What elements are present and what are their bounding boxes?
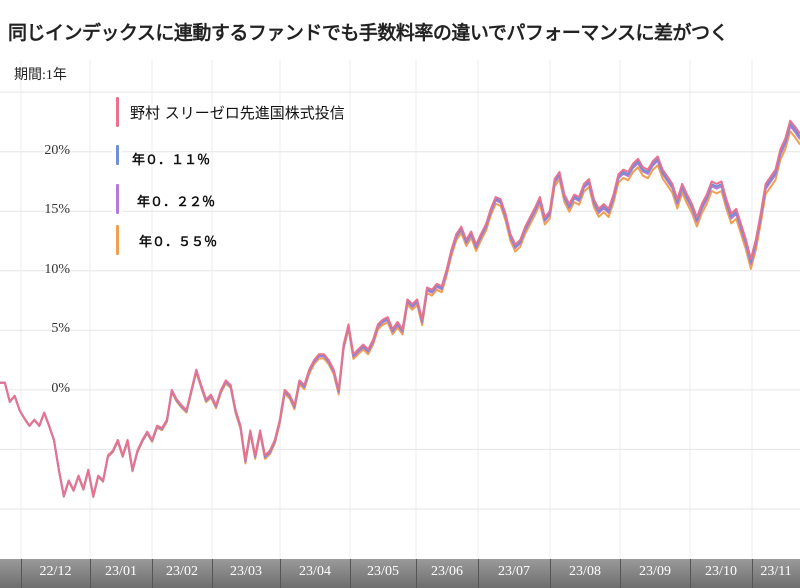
period-label: 期間:1年: [14, 68, 67, 83]
legend-swatch-orange: [116, 225, 119, 255]
x-axis-separator: [280, 559, 281, 588]
x-tick-label: 22/12: [39, 564, 72, 579]
x-axis-separator: [212, 559, 213, 588]
x-tick-label: 23/02: [166, 564, 198, 579]
x-tick-label: 23/09: [639, 564, 671, 579]
y-tick-label: 5%: [51, 321, 70, 337]
x-tick-label: 23/05: [367, 564, 399, 579]
x-tick-label: 23/01: [105, 564, 137, 579]
y-tick-label: 10%: [44, 261, 70, 277]
legend-label: 年０．１１％: [132, 153, 211, 168]
legend-swatch-pink: [116, 97, 119, 127]
series-line-0: [0, 119, 800, 497]
y-tick-label: 0%: [51, 380, 70, 396]
x-axis-separator: [620, 559, 621, 588]
legend-swatch-blue: [116, 145, 119, 165]
x-tick-label: 23/06: [431, 564, 463, 579]
legend-label: 野村 スリーゼロ先進国株式投信: [130, 104, 345, 122]
x-tick-label: 23/07: [498, 564, 530, 579]
chart-title: 同じインデックスに連動するファンドでも手数料率の違いでパフォーマンスに差がつく: [8, 22, 728, 44]
x-tick-label: 23/03: [230, 564, 262, 579]
x-axis-separator: [152, 559, 153, 588]
x-axis-separator: [350, 559, 351, 588]
legend: 野村 スリーゼロ先進国株式投信 年０．１１％ 年０．２２％ 年０．５５％: [112, 94, 345, 255]
x-axis-separator: [21, 559, 22, 588]
x-tick-label: 23/11: [760, 564, 792, 579]
legend-label: 年０．５５％: [139, 235, 218, 250]
x-axis-separator: [752, 559, 753, 588]
x-axis-bar: 22/12 23/01 23/02 23/03 23/04 23/05 23/06 23/07…: [0, 559, 800, 588]
x-axis-separator: [690, 559, 691, 588]
x-axis-separator: [416, 559, 417, 588]
legend-label: 年０．２２％: [137, 195, 216, 210]
x-tick-label: 23/04: [299, 564, 331, 579]
x-axis-separator: [550, 559, 551, 588]
legend-swatch-purple: [116, 184, 119, 214]
y-tick-label: 15%: [44, 202, 70, 218]
x-tick-label: 23/08: [569, 564, 601, 579]
x-axis-separator: [90, 559, 91, 588]
y-tick-label: 20%: [44, 142, 70, 158]
x-tick-label: 23/10: [705, 564, 737, 579]
x-axis-separator: [478, 559, 479, 588]
